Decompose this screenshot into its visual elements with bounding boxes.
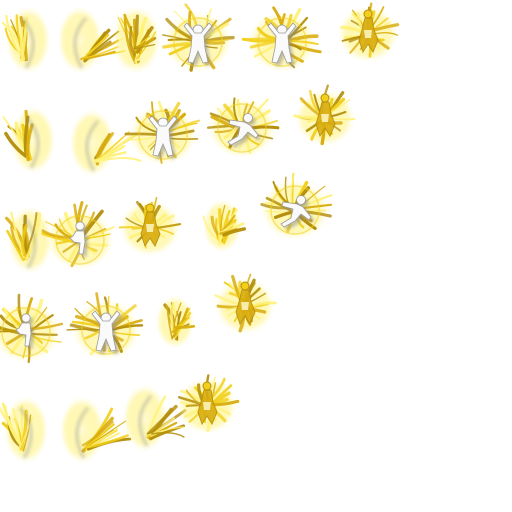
- sprite-frame-figure-side: [0, 293, 64, 364]
- sprite-frame-wing-right: [60, 396, 132, 464]
- sprite-row: [2, 84, 356, 177]
- sprite-frame-gold-burst: [118, 196, 182, 256]
- sprite-frame-wing-right: [70, 109, 142, 177]
- sprite-frame-wing-small: [156, 295, 196, 349]
- sprite-frame-wing-left: [2, 106, 55, 174]
- sprite-frame-figure-arms-up: [124, 100, 201, 165]
- sprite-frame-wing-right: [58, 6, 126, 74]
- sprite-row: [0, 273, 277, 364]
- sprite-row: [5, 172, 333, 274]
- sprite-frame-wing-small: [202, 199, 247, 253]
- sprite-frame-gold-burst: [338, 2, 400, 62]
- sprite-frame-gold-burst: [177, 374, 240, 434]
- sprite-frame-figure-leap: [260, 172, 333, 240]
- sprite-frame-gold-burst: [293, 84, 356, 146]
- sprite-frame-wing-left: [1, 6, 50, 74]
- sprite-frames: [0, 2, 400, 464]
- sprite-row: [0, 374, 240, 464]
- sprite-frame-figure-arms-up: [241, 6, 322, 72]
- sprite-frame-gold-burst: [214, 273, 277, 334]
- sprite-frame-figure-arms-up: [66, 292, 144, 360]
- sprite-frame-figure-arms-up: [162, 3, 235, 72]
- sprite-frame-wings-folded: [112, 6, 160, 74]
- sprite-frame-wing-left: [0, 396, 48, 464]
- sprite-frame-figure-leap: [206, 97, 280, 158]
- sprite-frame-figure-side: [41, 201, 115, 270]
- sprite-row: [1, 2, 400, 74]
- sprite-frame-wing-left: [5, 206, 52, 274]
